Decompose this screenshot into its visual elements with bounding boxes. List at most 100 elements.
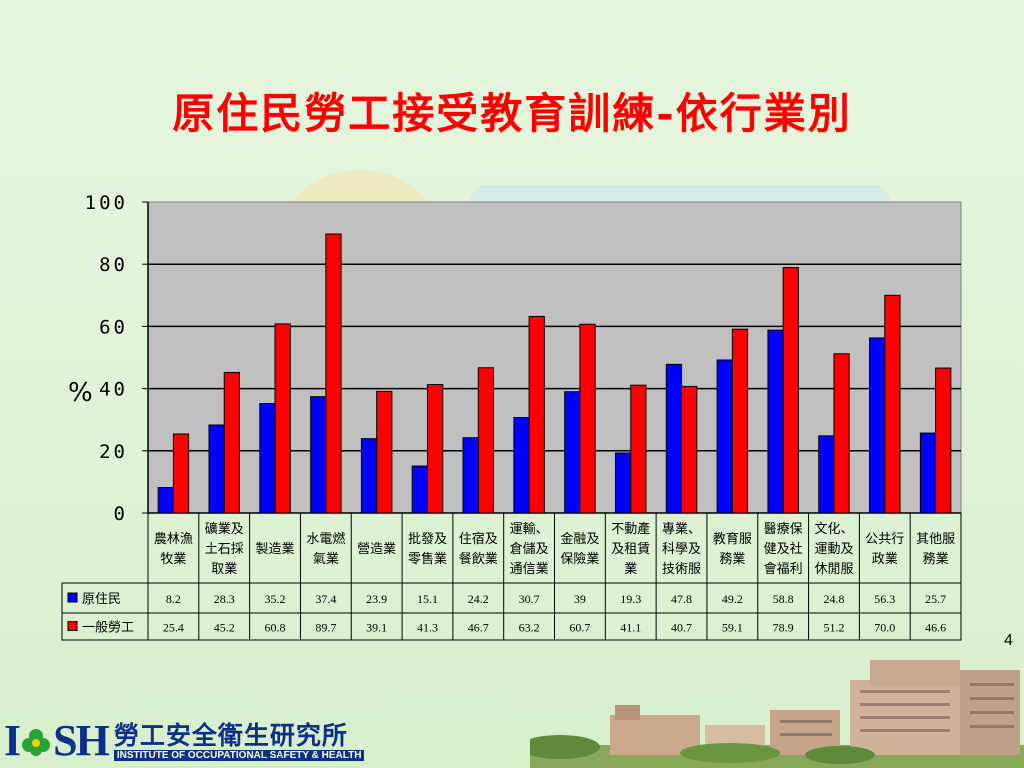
bar-series1 — [157, 486, 174, 514]
x-tick-label: 礦業及 — [205, 521, 244, 537]
x-tick-label: 科學及 — [662, 542, 701, 557]
x-tick-label: 及租賃 — [611, 542, 650, 557]
bar-series1 — [462, 437, 479, 514]
data-label: 24.8 — [823, 592, 844, 606]
bar-series1 — [767, 329, 784, 514]
bar-series2 — [579, 323, 596, 514]
bar-series1 — [310, 396, 327, 514]
bar-series1 — [360, 438, 378, 514]
bar-series2 — [477, 367, 495, 514]
data-label: 15.1 — [417, 592, 438, 606]
data-label: 25.4 — [163, 621, 184, 635]
logo-letters-right: SH — [53, 716, 110, 765]
x-tick-label: 業 — [624, 561, 637, 577]
bar-series1 — [869, 337, 886, 514]
data-label: 28.3 — [214, 592, 235, 606]
data-label: 39 — [574, 592, 586, 606]
x-tick-label: 專業、 — [662, 521, 701, 537]
page-number: 4 — [1004, 632, 1013, 649]
x-tick-label: 住宿及 — [459, 531, 498, 547]
logo-letters-left: I — [4, 716, 21, 765]
bar-series2 — [528, 315, 545, 514]
data-label: 25.7 — [925, 592, 946, 606]
x-tick-label: 牧業 — [160, 551, 186, 567]
data-label: 58.8 — [773, 592, 794, 606]
bar-series2 — [376, 390, 393, 514]
x-tick-label: 政業 — [872, 551, 898, 567]
x-tick-label: 零售業 — [408, 551, 447, 567]
x-tick-label: 運動及 — [814, 542, 853, 557]
x-tick-label: 務業 — [719, 551, 745, 567]
y-tick-label: 20 — [99, 441, 128, 463]
x-tick-label: 農林漁 — [154, 532, 193, 547]
bar-series1 — [818, 435, 835, 514]
data-label: 41.1 — [620, 621, 641, 635]
x-tick-label: 製造業 — [256, 541, 295, 557]
data-label: 46.7 — [468, 621, 489, 635]
x-tick-label: 不動產 — [611, 521, 650, 537]
bar-series1 — [919, 432, 937, 514]
data-label: 24.2 — [468, 592, 489, 606]
x-tick-label: 通信業 — [510, 561, 549, 577]
bar-series1 — [513, 417, 530, 514]
x-tick-label: 務業 — [923, 551, 949, 567]
x-tick-label: 文化、 — [814, 522, 853, 537]
x-tick-label: 醫療保 — [764, 522, 803, 537]
legend-key — [67, 621, 78, 631]
bar-series2 — [325, 233, 342, 514]
bar-series2 — [630, 384, 647, 514]
data-label: 60.7 — [569, 621, 590, 635]
data-label: 45.2 — [214, 621, 235, 635]
data-label: 59.1 — [722, 621, 743, 635]
bar-series1 — [716, 359, 733, 514]
bar-series2 — [833, 353, 850, 514]
x-tick-label: 技術服 — [662, 562, 701, 577]
x-tick-label: 會福利 — [764, 562, 803, 577]
legend-label: 原住民 — [82, 592, 121, 607]
data-label: 56.3 — [874, 592, 895, 606]
data-label: 60.8 — [265, 621, 286, 635]
data-label: 51.2 — [823, 621, 844, 635]
data-label: 63.2 — [519, 621, 540, 635]
data-label: 46.6 — [925, 621, 946, 635]
data-label: 47.8 — [671, 592, 692, 606]
bar-series2 — [935, 367, 952, 514]
data-label: 8.2 — [166, 592, 181, 606]
data-label: 70.0 — [874, 621, 895, 635]
y-tick-label: 0 — [114, 503, 128, 525]
data-label: 30.7 — [519, 592, 540, 606]
data-label: 23.9 — [366, 592, 387, 606]
data-label: 35.2 — [265, 592, 286, 606]
bar-series2 — [274, 323, 291, 514]
bar-series2 — [782, 267, 799, 514]
x-tick-label: 健及社 — [764, 541, 803, 557]
x-tick-label: 金融及 — [560, 531, 599, 547]
logo-name-chinese: 勞工安全衛生研究所 — [113, 720, 348, 750]
bar-series1 — [259, 403, 276, 514]
x-tick-label: 水電燃 — [306, 531, 345, 547]
y-tick-label: 100 — [85, 192, 128, 214]
page-title: 原住民勞工接受教育訓練-依行業別 — [172, 89, 852, 138]
x-tick-label: 營造業 — [357, 541, 396, 557]
x-tick-label: 公共行 — [865, 532, 904, 547]
x-tick-label: 氣業 — [313, 551, 339, 567]
bar-series1 — [208, 424, 225, 514]
y-tick-label: 80 — [99, 254, 128, 276]
data-label: 19.3 — [620, 592, 641, 606]
data-label: 39.1 — [366, 621, 387, 635]
institute-logo: I SH 勞工安全衛生研究所 INSTITUTE OF OCCUPATIONAL… — [4, 716, 365, 765]
x-tick-label: 教育服 — [713, 531, 752, 547]
x-tick-label: 運輸、 — [510, 522, 549, 537]
x-tick-label: 休閒服 — [814, 562, 853, 577]
x-tick-label: 取業 — [211, 561, 237, 577]
data-label: 78.9 — [773, 621, 794, 635]
data-label: 40.7 — [671, 621, 692, 635]
y-tick-label: 60 — [99, 316, 128, 338]
bar-series2 — [172, 433, 190, 514]
bar-series1 — [614, 452, 632, 514]
bar-series2 — [731, 328, 749, 514]
bar-series1 — [411, 465, 428, 514]
y-axis-label: % — [68, 378, 93, 408]
bar-series2 — [223, 371, 240, 514]
data-label: 41.3 — [417, 621, 438, 635]
